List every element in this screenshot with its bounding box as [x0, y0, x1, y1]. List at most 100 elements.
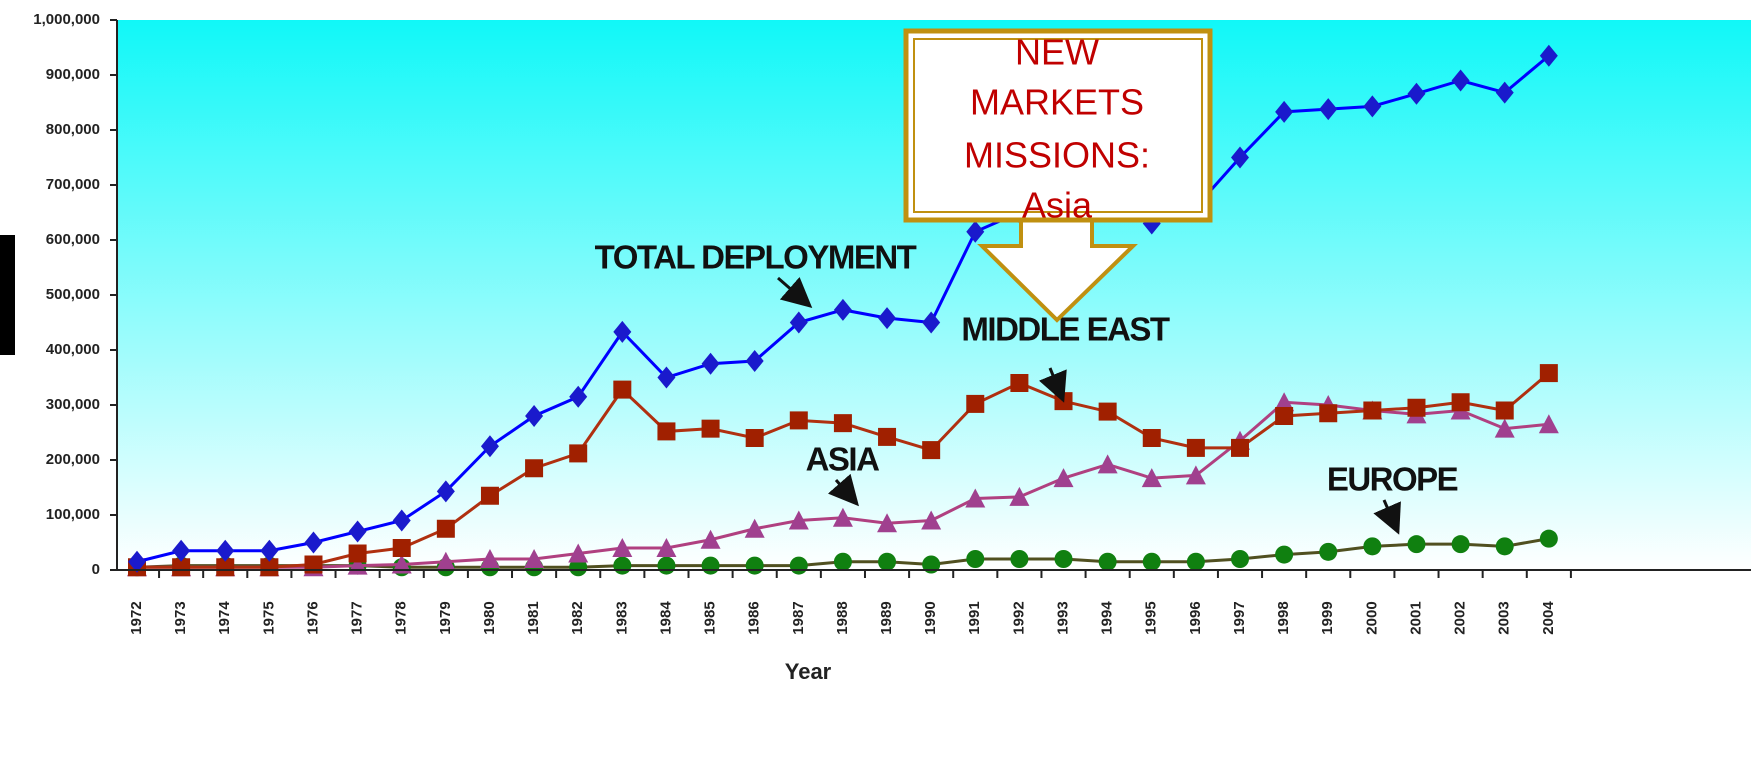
point	[832, 507, 853, 527]
point	[1010, 550, 1029, 568]
point	[1009, 486, 1030, 506]
point	[922, 311, 941, 334]
x-tick-label: 1986	[746, 601, 763, 634]
y-tick-label: 800,000	[46, 121, 100, 138]
annotation: EUROPE	[1327, 461, 1458, 498]
point	[1231, 146, 1249, 169]
point	[613, 320, 632, 343]
point	[833, 552, 852, 571]
point	[922, 441, 941, 460]
point	[568, 543, 589, 563]
y-tick-label: 700,000	[46, 176, 100, 193]
x-tick-label: 1983	[613, 601, 630, 634]
point	[1054, 550, 1073, 568]
point	[1451, 393, 1470, 412]
point	[745, 556, 764, 575]
point	[612, 538, 633, 557]
x-tick-label: 1984	[657, 601, 674, 635]
callout-box	[903, 28, 1213, 223]
x-tick-label: 1989	[878, 601, 895, 634]
point	[1097, 454, 1118, 474]
y-tick-label: 100,000	[46, 506, 100, 523]
y-tick-label: 200,000	[46, 451, 100, 468]
point	[921, 510, 942, 530]
point	[436, 480, 455, 503]
point	[1319, 404, 1338, 423]
point	[700, 529, 721, 549]
callout-text: NEW	[1015, 32, 1099, 73]
y-tick-label: 300,000	[46, 396, 100, 413]
point	[1142, 552, 1161, 571]
y-tick-label: 0	[92, 561, 100, 578]
point	[1363, 537, 1382, 556]
point	[260, 539, 279, 562]
point	[1053, 468, 1074, 488]
point	[216, 539, 235, 562]
point	[1539, 529, 1558, 548]
point	[1186, 552, 1205, 571]
point	[701, 556, 720, 575]
point	[744, 518, 765, 538]
x-tick-label: 1976	[304, 601, 321, 634]
point	[1319, 542, 1338, 561]
x-tick-label: 1996	[1187, 601, 1204, 634]
x-axis-title: Year	[785, 659, 832, 684]
x-tick-label: 1974	[216, 601, 233, 635]
axis-label-stub	[0, 235, 15, 355]
x-tick-label: 1978	[393, 601, 410, 634]
point	[745, 429, 764, 447]
point	[1185, 465, 1206, 485]
x-tick-label: 1972	[128, 601, 145, 634]
x-tick-label: 2001	[1407, 601, 1424, 634]
point	[569, 444, 588, 463]
point	[966, 394, 985, 413]
point	[1451, 535, 1470, 554]
series	[128, 364, 1558, 577]
point	[1274, 392, 1295, 412]
point	[480, 435, 499, 458]
point	[480, 486, 499, 505]
point	[260, 558, 279, 577]
point	[1054, 392, 1073, 411]
point	[877, 513, 898, 533]
point	[1363, 95, 1382, 118]
annotation: MIDDLE EAST	[961, 311, 1170, 348]
callout-text: Asia	[1022, 185, 1093, 226]
x-tick-label: 1991	[966, 601, 983, 634]
point	[789, 411, 808, 430]
point	[1142, 429, 1161, 447]
point	[1539, 44, 1558, 67]
point	[216, 558, 235, 577]
point	[1407, 535, 1426, 554]
x-tick-label: 1988	[834, 601, 851, 634]
point	[1451, 69, 1470, 92]
point	[966, 550, 985, 568]
x-tick-label: 1980	[481, 601, 498, 634]
annotation: TOTAL DEPLOYMENT	[595, 239, 917, 276]
x-tick-label: 2004	[1540, 601, 1557, 635]
point	[788, 510, 809, 530]
point	[348, 520, 367, 543]
point	[745, 350, 764, 372]
point	[1275, 407, 1294, 425]
point	[789, 556, 808, 575]
point	[657, 556, 676, 575]
point	[435, 551, 456, 571]
point	[1539, 364, 1558, 383]
point	[1010, 374, 1029, 392]
point	[1494, 418, 1515, 438]
point	[1098, 552, 1117, 571]
point	[172, 539, 191, 562]
series	[128, 44, 1558, 573]
point	[701, 352, 720, 375]
point	[701, 419, 720, 438]
point	[1275, 545, 1294, 564]
point	[525, 459, 544, 478]
y-tick-label: 600,000	[46, 231, 100, 248]
x-tick-label: 1985	[702, 601, 719, 634]
x-tick-label: 1982	[569, 601, 586, 634]
point	[656, 538, 677, 557]
x-tick-label: 1990	[922, 601, 939, 634]
x-tick-label: 1995	[1143, 601, 1160, 634]
point	[392, 539, 411, 557]
